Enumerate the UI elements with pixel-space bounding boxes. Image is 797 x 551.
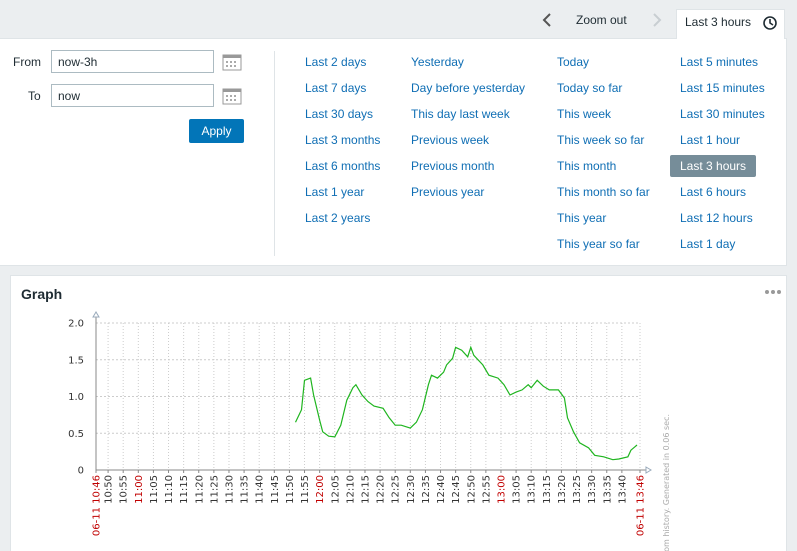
x-tick-label: 06-11 13:46 bbox=[636, 475, 647, 536]
graph-widget: Graph bbox=[10, 275, 787, 551]
quick-range[interactable]: Last 30 days bbox=[305, 107, 374, 121]
from-input[interactable]: now-3h bbox=[51, 50, 214, 73]
x-tick-label: 11:45 bbox=[270, 475, 281, 504]
x-tick-label: 12:00 bbox=[315, 475, 326, 504]
quick-range[interactable]: Last 1 day bbox=[680, 237, 736, 251]
x-tick-label: 13:05 bbox=[512, 475, 523, 504]
x-tick-label: 11:40 bbox=[255, 475, 266, 504]
y-axis-arrow bbox=[92, 311, 100, 318]
x-tick-label: 13:25 bbox=[572, 475, 583, 504]
quick-range[interactable]: Last 6 months bbox=[305, 159, 381, 173]
quick-range[interactable]: Last 2 years bbox=[305, 211, 371, 225]
quick-range[interactable]: Previous month bbox=[411, 159, 495, 173]
x-tick-label: 12:40 bbox=[436, 475, 447, 504]
quick-range[interactable]: This year so far bbox=[557, 237, 640, 251]
x-tick-label: 11:25 bbox=[209, 475, 220, 504]
quick-range[interactable]: This month so far bbox=[557, 185, 650, 199]
x-tick-label: 13:00 bbox=[496, 475, 507, 504]
quick-range[interactable]: Last 3 months bbox=[305, 133, 381, 147]
quick-range[interactable]: Last 12 hours bbox=[680, 211, 753, 225]
x-tick-label: 10:55 bbox=[119, 475, 130, 504]
x-tick-label: 12:35 bbox=[421, 475, 432, 504]
from-label: From bbox=[13, 55, 41, 69]
y-tick-label: 1.5 bbox=[68, 355, 84, 366]
filter-panel: From now-3h To now Apply Last 2 days Last… bbox=[0, 38, 787, 266]
quick-range[interactable]: This day last week bbox=[411, 107, 510, 121]
x-tick-label: 11:30 bbox=[224, 475, 235, 504]
x-tick-label: 11:50 bbox=[285, 475, 296, 504]
x-tick-label: 12:45 bbox=[451, 475, 462, 504]
calendar-icon[interactable] bbox=[222, 53, 242, 71]
x-tick-label: 10:50 bbox=[104, 475, 115, 504]
y-tick-label: 0 bbox=[78, 466, 84, 477]
tab-label: Last 3 hours bbox=[685, 15, 752, 29]
y-tick-label: 1.0 bbox=[68, 392, 84, 403]
zoom-prev[interactable] bbox=[542, 12, 552, 31]
quick-range[interactable]: Last 15 minutes bbox=[680, 81, 765, 95]
x-tick-label: 11:10 bbox=[164, 475, 175, 504]
clock-icon bbox=[763, 16, 777, 30]
x-axis-arrow bbox=[645, 466, 652, 474]
quick-range[interactable]: This month bbox=[557, 159, 617, 173]
widget-title: Graph bbox=[21, 286, 63, 302]
x-tick-label: 11:35 bbox=[240, 475, 251, 504]
x-tick-label: 11:15 bbox=[179, 475, 190, 504]
quick-range[interactable]: This week so far bbox=[557, 133, 645, 147]
x-tick-label: 11:55 bbox=[300, 475, 311, 504]
time-tab[interactable]: Last 3 hours bbox=[676, 9, 785, 39]
quick-range[interactable]: Today so far bbox=[557, 81, 623, 95]
quick-range[interactable]: Last 6 hours bbox=[680, 185, 747, 199]
apply-button[interactable]: Apply bbox=[189, 119, 244, 143]
widget-menu[interactable] bbox=[764, 289, 782, 295]
quick-range[interactable]: Previous year bbox=[411, 185, 485, 199]
quick-range[interactable]: Previous week bbox=[411, 133, 490, 147]
to-input[interactable]: now bbox=[51, 84, 214, 107]
quick-range[interactable]: Last 30 minutes bbox=[680, 107, 765, 121]
y-tick-label: 2.0 bbox=[68, 319, 84, 330]
x-tick-label: 12:15 bbox=[360, 475, 371, 504]
quick-range[interactable]: Last 1 hour bbox=[680, 133, 741, 147]
x-tick-label: 13:40 bbox=[617, 475, 628, 504]
quick-range[interactable]: Last 5 minutes bbox=[680, 55, 759, 69]
x-tick-label: 11:00 bbox=[134, 475, 145, 504]
x-tick-label: 11:20 bbox=[194, 475, 205, 504]
quick-range[interactable]: This week bbox=[557, 107, 612, 121]
divider bbox=[274, 51, 275, 256]
x-tick-label: 12:50 bbox=[466, 475, 477, 504]
x-tick-label: 12:05 bbox=[330, 475, 341, 504]
quick-range[interactable]: This year bbox=[557, 211, 607, 225]
quick-range[interactable]: Last 3 hours bbox=[670, 155, 757, 177]
x-tick-label: 13:35 bbox=[602, 475, 613, 504]
y-tick-label: 0.5 bbox=[68, 429, 84, 440]
x-tick-label: 12:10 bbox=[345, 475, 356, 504]
calendar-icon[interactable] bbox=[222, 87, 242, 105]
quick-range[interactable]: Last 7 days bbox=[305, 81, 367, 95]
x-tick-label: 13:15 bbox=[542, 475, 553, 504]
to-label: To bbox=[28, 89, 41, 103]
zoom-out[interactable]: Zoom out bbox=[576, 13, 627, 27]
x-tick-label: 13:30 bbox=[587, 475, 598, 504]
x-tick-label: 06-11 10:46 bbox=[92, 475, 103, 536]
quick-range[interactable]: Today bbox=[557, 55, 590, 69]
quick-range[interactable]: Day before yesterday bbox=[411, 81, 526, 95]
x-tick-label: 12:55 bbox=[481, 475, 492, 504]
quick-range[interactable]: Last 1 year bbox=[305, 185, 365, 199]
x-tick-label: 12:30 bbox=[406, 475, 417, 504]
x-tick-label: 11:05 bbox=[149, 475, 160, 504]
x-tick-label: 13:20 bbox=[557, 475, 568, 504]
zoom-next bbox=[652, 12, 662, 31]
data-line bbox=[294, 345, 638, 461]
x-tick-label: 13:10 bbox=[527, 475, 538, 504]
x-tick-label: 12:25 bbox=[391, 475, 402, 504]
x-tick-label: 12:20 bbox=[376, 475, 387, 504]
quick-range[interactable]: Yesterday bbox=[411, 55, 464, 69]
chart-annotation: rom history. Generated in 0.06 sec. bbox=[662, 414, 671, 551]
quick-range[interactable]: Last 2 days bbox=[305, 55, 367, 69]
